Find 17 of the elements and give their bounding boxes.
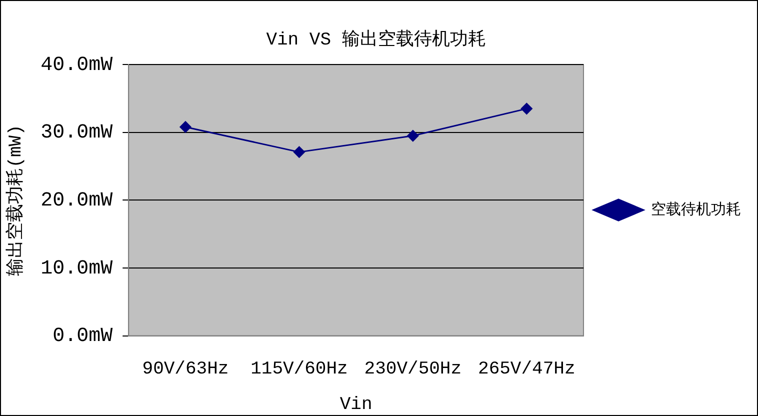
point [520,102,532,114]
chart-title: Vin VS 输出空载待机功耗 [266,28,486,51]
y-tick-label: 30.0mW [40,122,113,145]
x-tick-label: 265V/47Hz [478,359,576,380]
y-tick-label: 20.0mW [40,189,113,212]
x-tick-label: 230V/50Hz [364,359,462,380]
y-tick-label: 0.0mW [52,325,113,348]
point [407,130,419,142]
point [180,121,192,133]
y-tick-label: 10.0mW [40,257,113,280]
x-axis-title: Vin [340,394,372,415]
x-tick-label: 90V/63Hz [142,359,229,380]
legend-label: 空载待机功耗 [651,200,741,219]
point [293,146,305,158]
y-axis-title: 输出空载功耗(mW) [4,124,27,276]
x-tick-label: 115V/60Hz [250,359,348,380]
y-tick-label: 40.0mW [40,54,113,77]
